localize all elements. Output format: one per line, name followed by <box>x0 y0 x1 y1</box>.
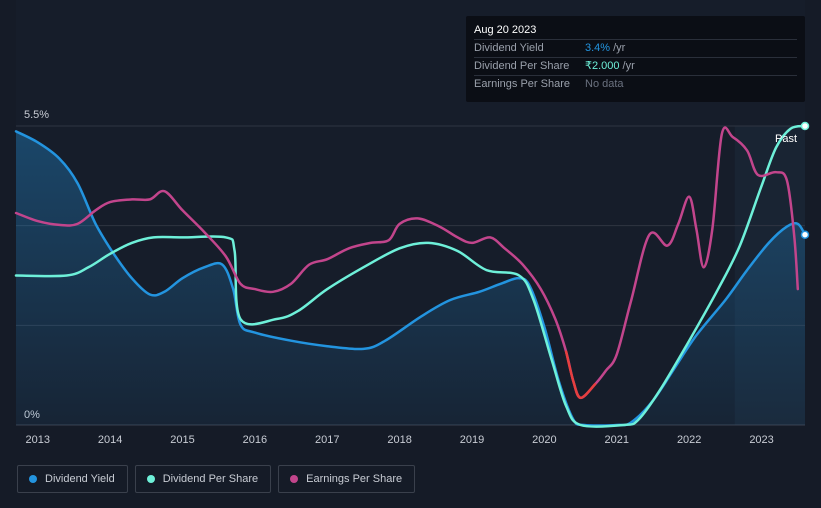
x-tick-label: 2020 <box>532 434 556 446</box>
tooltip-row-earnings-per-share: Earnings Per Share No data <box>474 75 797 93</box>
legend-label: Earnings Per Share <box>306 473 403 485</box>
legend-item-earnings-per-share[interactable]: Earnings Per Share <box>278 465 416 493</box>
x-tick-label: 2013 <box>25 434 49 446</box>
x-tick-label: 2019 <box>460 434 484 446</box>
series-line-earnings-per-share <box>14 126 800 400</box>
x-tick-label: 2018 <box>387 434 411 446</box>
chart-legend: Dividend Yield Dividend Per Share Earnin… <box>17 465 416 493</box>
series-end-marker-dividend-yield <box>800 230 810 239</box>
legend-dot-icon <box>290 475 299 483</box>
chart-tooltip: Aug 20 2023 Dividend Yield 3.4% /yr Divi… <box>466 16 805 102</box>
legend-item-dividend-per-share[interactable]: Dividend Per Share <box>134 465 272 493</box>
series-line-dividend-per-share <box>14 124 807 428</box>
series-end-marker-dividend-per-share <box>800 121 810 131</box>
legend-label: Dividend Per Share <box>162 473 259 485</box>
tooltip-date: Aug 20 2023 <box>474 24 537 36</box>
series-negative-segment-earnings-per-share <box>564 350 597 400</box>
x-tick-label: 2015 <box>170 434 194 446</box>
x-tick-label: 2016 <box>243 434 267 446</box>
series-area-dividend-yield <box>16 131 805 426</box>
tooltip-label: Dividend Per Share <box>474 60 570 72</box>
x-tick-label: 2022 <box>677 434 701 446</box>
x-tick-label: 2014 <box>98 434 122 446</box>
x-tick-label: 2021 <box>605 434 629 446</box>
legend-dot-icon <box>146 475 155 483</box>
past-label: Past <box>775 133 797 145</box>
tooltip-label: Earnings Per Share <box>474 78 570 90</box>
tooltip-value: 3.4% <box>585 42 611 54</box>
x-tick-label: 2023 <box>749 434 773 446</box>
tooltip-unit: /yr <box>622 60 635 72</box>
x-tick-label: 2017 <box>315 434 339 446</box>
legend-item-dividend-yield[interactable]: Dividend Yield <box>17 465 128 493</box>
y-axis-label-max: 5.5% <box>24 109 49 121</box>
tooltip-row-dividend-yield: Dividend Yield 3.4% /yr <box>474 39 797 57</box>
legend-label: Dividend Yield <box>45 473 115 485</box>
tooltip-unit: /yr <box>613 42 626 54</box>
series-line-dividend-yield <box>14 130 807 427</box>
tooltip-label: Dividend Yield <box>474 42 544 54</box>
tooltip-value: ₹2.000 <box>585 60 620 72</box>
legend-dot-icon <box>29 475 37 483</box>
tooltip-value: No data <box>585 78 624 90</box>
tooltip-row-dividend-per-share: Dividend Per Share ₹2.000 /yr <box>474 57 797 75</box>
